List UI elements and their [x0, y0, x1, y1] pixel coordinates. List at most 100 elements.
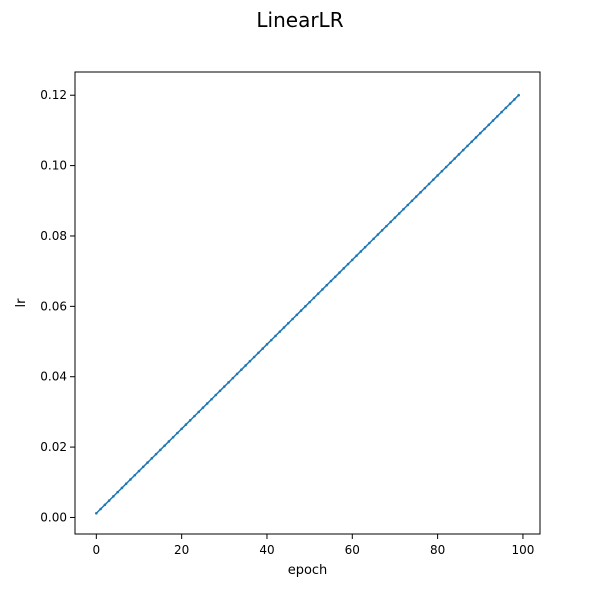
data-point: [193, 414, 196, 418]
data-point: [346, 262, 350, 266]
data-point: [107, 499, 111, 502]
data-point: [124, 482, 128, 485]
chart-title: LinearLR: [256, 8, 344, 32]
data-point: [402, 207, 405, 211]
data-point: [333, 275, 337, 279]
data-point: [406, 203, 410, 207]
data-point: [269, 338, 273, 342]
data-point: [329, 279, 333, 283]
data-point: [137, 469, 141, 473]
data-point: [103, 503, 107, 507]
data-point: [240, 368, 243, 371]
data-point: [397, 212, 401, 215]
data-point: [112, 495, 115, 498]
data-point: [159, 448, 162, 452]
data-point: [414, 195, 418, 198]
data-point: [282, 326, 286, 329]
plot-frame: [74, 71, 541, 535]
data-point: [500, 110, 503, 114]
data-point: [376, 233, 380, 236]
data-point: [436, 174, 439, 177]
data-point: [210, 397, 213, 401]
y-tick-label: 0.02: [40, 440, 67, 454]
data-point: [274, 334, 277, 338]
data-point: [116, 490, 119, 494]
data-point: [338, 271, 341, 274]
data-point: [359, 250, 363, 253]
data-point: [419, 191, 422, 194]
data-point: [295, 313, 299, 317]
data-point: [389, 220, 392, 224]
x-tick-label: 80: [430, 543, 445, 557]
data-point: [423, 186, 427, 190]
data-point: [291, 317, 294, 321]
y-tick-label: 0.12: [40, 88, 67, 102]
data-point: [176, 431, 179, 435]
data-point: [223, 385, 226, 388]
x-axis-label: epoch: [288, 563, 328, 578]
data-point: [201, 406, 205, 409]
x-tick-label: 0: [93, 543, 101, 557]
data-point: [265, 343, 269, 346]
data-point: [180, 427, 183, 431]
data-point: [393, 216, 397, 219]
data-point: [513, 98, 516, 101]
data-point: [385, 224, 388, 228]
y-tick-label: 0.00: [40, 510, 67, 524]
data-point: [321, 288, 324, 291]
y-tick-label: 0.04: [40, 370, 67, 384]
data-point: [248, 359, 252, 363]
data-point: [478, 131, 482, 135]
ticks-layer: 0 20 40 60 80 100 0.00 0.02 0.04 0.06 0.08 0.10 0.12: [40, 88, 534, 557]
data-point: [252, 355, 256, 359]
x-tick-label: 100: [511, 543, 534, 557]
data-point: [163, 444, 166, 447]
data-point: [150, 457, 154, 460]
x-tick-label: 60: [345, 543, 360, 557]
data-point: [316, 292, 320, 295]
data-point: [350, 258, 354, 262]
data-point: [171, 435, 175, 439]
data-point: [257, 351, 260, 355]
data-point: [368, 241, 371, 245]
data-point: [508, 102, 512, 105]
data-point: [120, 486, 124, 490]
data-point: [363, 245, 367, 249]
data-point: [342, 267, 346, 270]
data-point: [244, 364, 247, 367]
data-point: [197, 410, 201, 414]
data-point: [487, 123, 491, 127]
data-point: [457, 153, 461, 156]
data-point: [184, 423, 188, 426]
data-point: [432, 178, 435, 181]
data-point: [261, 347, 265, 350]
x-tick-label: 40: [259, 543, 274, 557]
y-tick-label: 0.10: [40, 159, 67, 173]
data-point: [129, 478, 132, 481]
data-point: [517, 93, 520, 97]
data-point: [227, 381, 230, 384]
data-point: [99, 507, 102, 511]
data-point: [372, 237, 375, 241]
data-point: [299, 309, 303, 312]
data-point: [312, 296, 316, 300]
data-point: [235, 372, 239, 376]
data-point: [146, 461, 149, 464]
data-point: [410, 199, 414, 203]
data-point: [133, 473, 137, 477]
series-layer: [95, 93, 520, 515]
data-point: [380, 229, 384, 232]
data-point: [483, 127, 486, 131]
data-point: [308, 300, 311, 304]
data-point: [504, 106, 508, 110]
y-tick-label: 0.08: [40, 229, 67, 243]
data-point: [154, 452, 158, 456]
series-line: [95, 94, 520, 514]
data-point: [496, 115, 499, 118]
data-point: [205, 402, 209, 405]
data-point: [278, 330, 282, 333]
data-point: [440, 169, 444, 173]
x-tick-label: 20: [174, 543, 189, 557]
